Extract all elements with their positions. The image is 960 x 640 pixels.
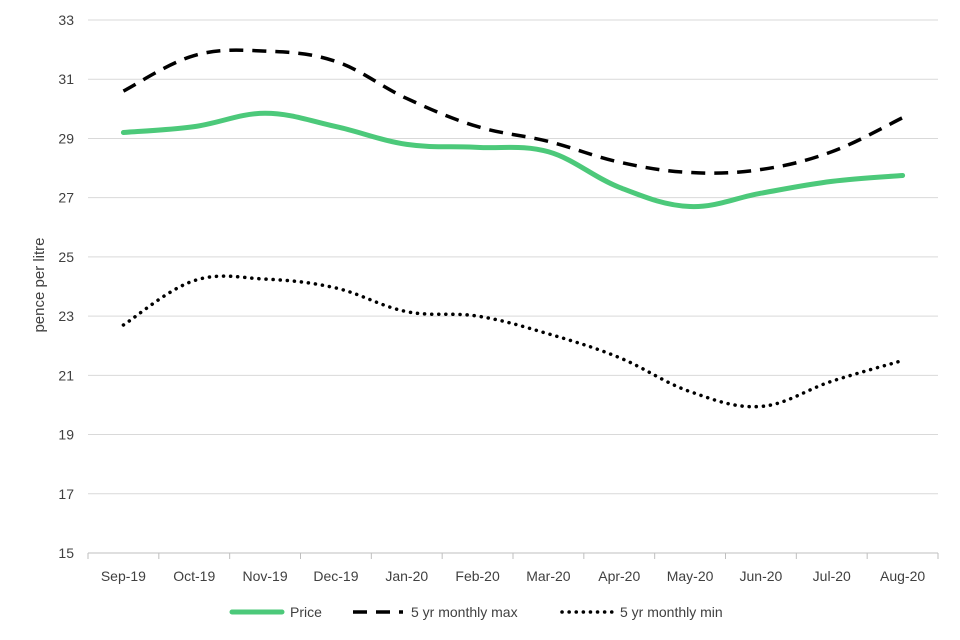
y-tick-label: 19: [58, 427, 74, 443]
legend: Price 5 yr monthly max 5 yr monthly min: [229, 604, 723, 620]
x-tick-label: May-20: [667, 568, 714, 584]
y-tick-label: 17: [58, 486, 74, 502]
gridlines: [88, 19, 938, 554]
y-tick-label: 31: [58, 71, 74, 87]
series-lines: [120, 48, 906, 409]
x-tick-label: Jul-20: [813, 568, 851, 584]
x-tick-label: Sep-19: [101, 568, 146, 584]
legend-item: Price: [229, 604, 322, 620]
series-line-5-yr-monthly-min: [121, 274, 905, 409]
x-tick-label: Jan-20: [385, 568, 428, 584]
x-tick-label: Oct-19: [173, 568, 215, 584]
y-tick-label: 27: [58, 190, 74, 206]
y-tick-label: 21: [58, 367, 74, 383]
y-tick-label: 33: [58, 12, 74, 28]
x-axis-ticks: Sep-19 Oct-19 Nov-19 Dec-19 Jan-20 Feb-20 Mar-…: [87, 553, 939, 584]
y-axis-label: pence per litre: [31, 237, 48, 332]
legend-item: 5 yr monthly min: [560, 604, 723, 620]
legend-label: Price: [290, 604, 322, 620]
x-tick-label: Feb-20: [455, 568, 500, 584]
series-line-price: [120, 110, 906, 210]
series-line-5-yr-monthly-max: [122, 48, 904, 175]
x-tick-label: Aug-20: [880, 568, 925, 584]
x-tick-label: Mar-20: [526, 568, 571, 584]
x-tick-label: Nov-19: [243, 568, 288, 584]
x-tick-label: Jun-20: [740, 568, 783, 584]
y-tick-label: 25: [58, 249, 74, 265]
y-tick-label: 29: [58, 130, 74, 146]
y-tick-label: 15: [58, 545, 74, 561]
legend-item: 5 yr monthly max: [353, 604, 518, 620]
y-axis-ticks: 15 17 19 21 23 25 27 29 31 33: [58, 12, 74, 561]
legend-label: 5 yr monthly min: [620, 604, 723, 620]
legend-label: 5 yr monthly max: [411, 604, 518, 620]
x-tick-label: Dec-19: [313, 568, 358, 584]
x-tick-label: Apr-20: [598, 568, 640, 584]
y-tick-label: 23: [58, 308, 74, 324]
